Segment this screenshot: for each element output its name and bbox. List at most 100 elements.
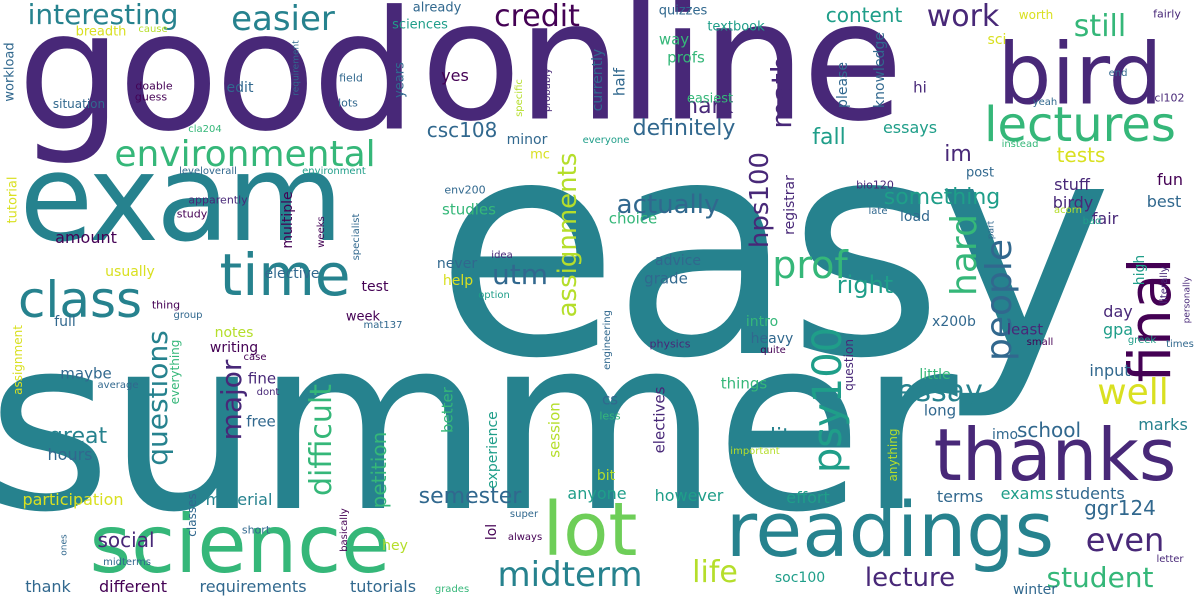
word-tutorials: tutorials — [349, 577, 417, 596]
word-well: well — [1097, 372, 1169, 413]
word-essay: essay — [897, 374, 983, 409]
word-semester: semester — [418, 484, 522, 509]
word-field: field — [339, 71, 363, 85]
word-advice: advice — [655, 253, 701, 269]
word-question: question — [842, 339, 856, 391]
word-env200: env200 — [444, 183, 486, 197]
word-easiest: easiest — [686, 91, 734, 107]
word-ones: ones — [59, 534, 70, 556]
word-still: still — [1073, 9, 1127, 44]
word-important: important — [730, 446, 780, 457]
word-lectures: lectures — [984, 97, 1176, 153]
word-credits: credits — [727, 425, 803, 450]
word-lots: lots — [338, 96, 358, 110]
word-soc100: soc100 — [774, 570, 826, 586]
word-instead: instead — [1001, 139, 1039, 150]
word-workload: workload — [2, 42, 18, 102]
word-guess: guess — [134, 90, 168, 104]
word-best: best — [1146, 192, 1182, 211]
word-fun: fun — [1157, 170, 1183, 189]
word-assignment: assignment — [11, 325, 25, 395]
word-birdy: birdy — [1052, 193, 1094, 212]
word-material: material — [205, 490, 273, 509]
word-im: im — [944, 142, 972, 167]
word-choice: choice — [608, 209, 658, 228]
word-currently: currently — [590, 48, 606, 112]
word-readings: readings — [725, 485, 1055, 574]
word-pcl102: pcl102 — [1147, 91, 1185, 105]
word-cs: cs — [601, 390, 619, 409]
word-less: less — [599, 409, 621, 423]
word-short: short — [241, 523, 271, 537]
word-easier: easier — [231, 0, 335, 39]
word-hi: hi — [913, 78, 927, 97]
word-tests: tests — [1056, 143, 1106, 167]
word-social: social — [97, 528, 155, 552]
word-leveloverall: leveloverall — [179, 166, 237, 177]
word-class: class — [17, 271, 143, 329]
word-even: even — [1085, 521, 1165, 559]
word-idea: idea — [491, 250, 513, 261]
word-day: day — [1103, 302, 1133, 321]
word-situation: situation — [52, 97, 106, 111]
word-profs: profs — [667, 48, 705, 67]
word-something: something — [883, 185, 1001, 210]
word-life: life — [692, 555, 738, 590]
word-lol: lol — [484, 523, 500, 541]
word-fairly: fairly — [1153, 7, 1181, 21]
word-bit: bit — [596, 468, 616, 484]
word-winter: winter — [1012, 582, 1058, 598]
word-lecture: lecture — [864, 563, 956, 593]
word-actually: actually — [616, 190, 720, 220]
word-assignments: assignments — [553, 152, 583, 318]
word-literally: literally — [1159, 266, 1170, 304]
word-good: good — [17, 0, 416, 168]
word-yes: yes — [441, 66, 469, 85]
word-experience: experience — [485, 411, 501, 489]
word-acorn: acorn — [1053, 205, 1083, 216]
word-major: major — [215, 359, 248, 441]
word-high: high — [1132, 254, 1148, 286]
word-easy: easy — [434, 75, 1113, 424]
word-work: work — [926, 0, 1000, 34]
word-elective: elective — [264, 266, 320, 282]
word-online: online — [420, 0, 903, 158]
word-always: always — [507, 532, 543, 543]
word-input: input — [1089, 361, 1131, 380]
word-group: group — [173, 310, 203, 321]
word-session: session — [545, 402, 564, 458]
word-apparently: apparently — [188, 193, 248, 207]
word-right: right — [836, 271, 894, 299]
word-specific: specific — [514, 79, 525, 117]
word-worth: worth — [1018, 8, 1054, 22]
word-half: half — [610, 67, 629, 97]
word-years: years — [392, 62, 408, 98]
word-least: least — [1006, 320, 1044, 339]
word-however: however — [654, 486, 724, 505]
word-better: better — [438, 387, 457, 433]
word-hard: hard — [944, 214, 985, 296]
word-electives: electives — [650, 386, 669, 454]
word-never: never — [436, 256, 478, 272]
word-bio120: bio120 — [856, 178, 894, 192]
word-small: small — [1026, 337, 1054, 348]
word-fair: fair — [1091, 209, 1119, 228]
word-end: end — [1108, 68, 1128, 79]
word-quite: quite — [760, 345, 786, 356]
word-exam: exam — [19, 130, 343, 269]
word-please: please — [835, 62, 851, 108]
word-thing: thing — [151, 298, 181, 312]
word-content: content — [825, 3, 903, 27]
word-specialist: specialist — [351, 213, 362, 261]
word-fine: fine — [247, 369, 277, 388]
word-science: science — [89, 498, 391, 591]
word-times: times — [1166, 339, 1194, 350]
word-yeah: yeah — [1032, 97, 1058, 108]
word-hey: hey — [382, 538, 408, 554]
word-maybe: maybe — [60, 364, 112, 383]
word-already: already — [412, 0, 462, 16]
word-grade: grade — [644, 269, 688, 288]
word-gpa: gpa — [1102, 320, 1134, 339]
word-registrar: registrar — [782, 175, 798, 235]
word-textbook: textbook — [707, 19, 765, 35]
